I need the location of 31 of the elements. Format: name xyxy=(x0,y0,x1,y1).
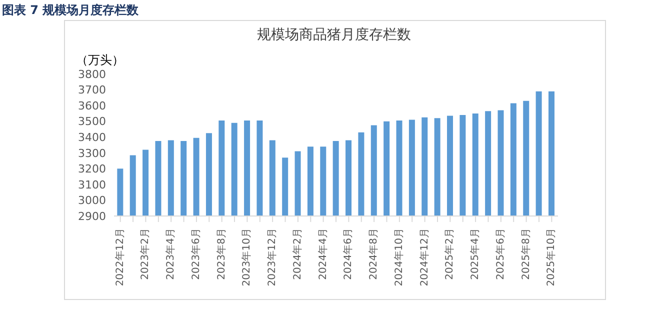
y-tick-label: 3300 xyxy=(78,146,106,160)
x-tick-label: 2025年8月 xyxy=(520,228,532,280)
x-tick-label: 2025年6月 xyxy=(494,228,506,280)
x-tick-label: 2023年8月 xyxy=(215,228,228,280)
chart-title: 规模场商品猪月度存栏数 xyxy=(256,26,412,44)
y-tick-label: 3600 xyxy=(78,99,106,112)
y-tick-label: 3000 xyxy=(78,194,106,208)
x-tick-label: 2023年10月 xyxy=(240,228,253,286)
x-tick-label: 2025年4月 xyxy=(469,228,482,280)
y-tick-label: 3800 xyxy=(78,68,106,81)
x-tick-label: 2025年2月 xyxy=(444,228,456,280)
x-tick-label: 2024年4月 xyxy=(316,228,329,280)
x-tick-label: 2025年10月 xyxy=(545,228,558,286)
x-tick-label: 2024年10月 xyxy=(392,228,405,286)
x-tick-label: 2023年2月 xyxy=(139,228,152,280)
x-tick-label: 2024年12月 xyxy=(418,228,430,286)
y-tick-label: 3500 xyxy=(78,115,106,128)
x-tick-label: 2024年6月 xyxy=(342,228,354,280)
y-axis-title: （万头） xyxy=(76,52,124,69)
y-tick-label: 3400 xyxy=(78,131,106,144)
x-tick-label: 2024年8月 xyxy=(368,228,380,280)
x-tick-label: 2022年12月 xyxy=(114,228,126,286)
x-tick-label: 2023年6月 xyxy=(190,228,202,280)
text: 图表 7 规模场月度存栏数 xyxy=(2,2,139,19)
x-tick-label: 2023年12月 xyxy=(266,228,278,286)
x-tick-label: 2023年4月 xyxy=(164,228,177,280)
y-tick-label: 2900 xyxy=(78,210,106,223)
y-tick-label: 3200 xyxy=(78,162,106,176)
y-tick-label: 3700 xyxy=(78,84,106,97)
y-tick-label: 3100 xyxy=(78,178,106,192)
x-tick-label: 2024年2月 xyxy=(291,228,304,280)
